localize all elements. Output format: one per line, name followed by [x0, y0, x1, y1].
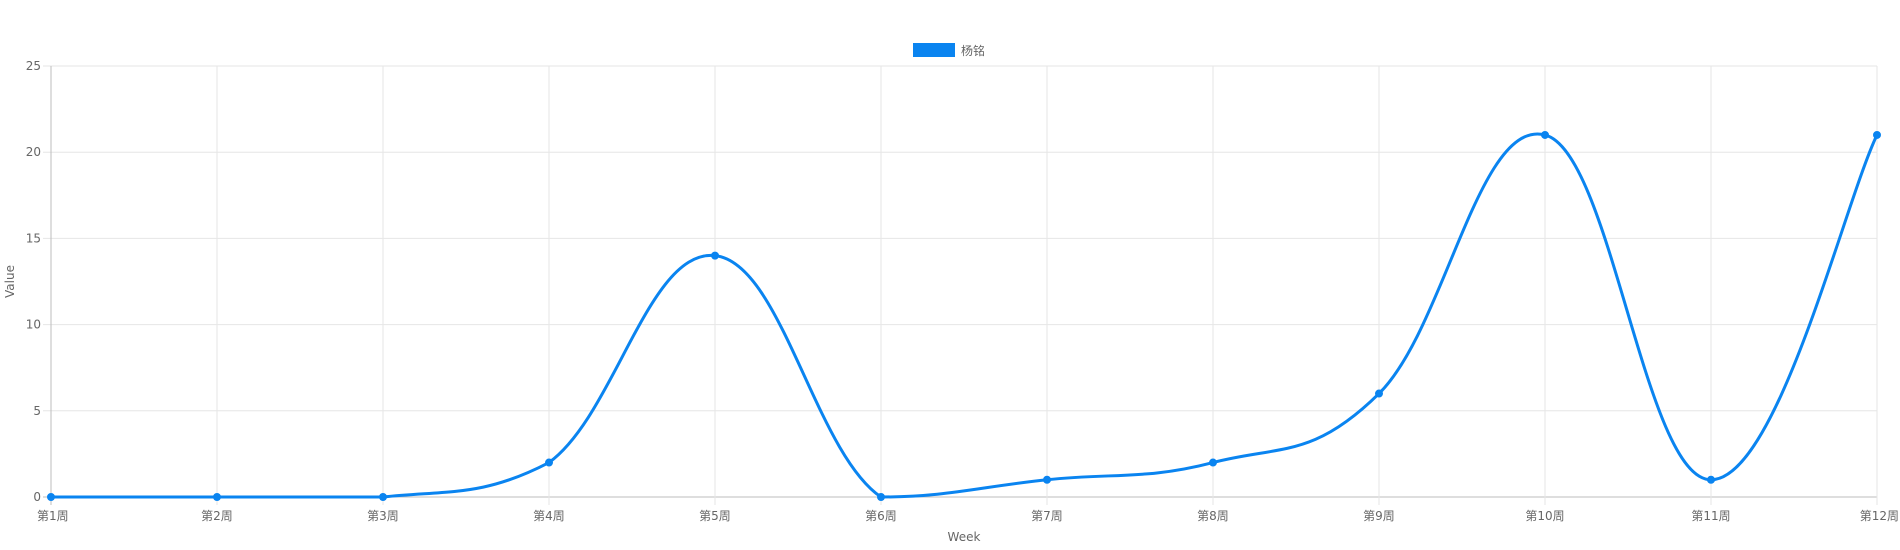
y-tick-label: 0	[33, 490, 41, 504]
x-tick-label: 第2周	[201, 509, 233, 523]
x-tick-label: 第10周	[1525, 509, 1564, 523]
data-point[interactable]	[1375, 389, 1383, 398]
x-tick-label: 第5周	[699, 509, 731, 523]
data-point[interactable]	[545, 458, 553, 467]
legend-label[interactable]: 杨铭	[961, 43, 985, 58]
x-axis-title: Week	[948, 530, 981, 544]
data-point[interactable]	[877, 493, 885, 501]
x-tick-label: 第11周	[1691, 509, 1730, 523]
y-axis-title: Value	[3, 265, 17, 298]
data-point[interactable]	[1541, 130, 1549, 139]
grid-lines	[43, 65, 1878, 505]
data-point[interactable]	[379, 493, 387, 501]
series-line	[49, 132, 1879, 499]
data-point[interactable]	[1209, 458, 1217, 467]
data-point[interactable]	[47, 493, 55, 501]
x-tick-label: 第9周	[1363, 509, 1395, 523]
x-tick-label: 第6周	[865, 509, 897, 523]
series	[47, 130, 1881, 501]
x-tick-label: 第12周	[1860, 509, 1899, 523]
y-tick-label: 15	[26, 231, 41, 245]
y-tick-label: 5	[33, 404, 41, 418]
y-tick-label: 25	[26, 59, 41, 73]
x-tick-label: 第7周	[1031, 509, 1063, 523]
data-point[interactable]	[1707, 475, 1715, 484]
legend-swatch[interactable]	[913, 43, 955, 57]
x-tick-label: 第4周	[533, 509, 565, 523]
axes: 0 5 10 15 20 25 第1周 第2周 第3周 第4周 第5周 第6周 第7周 第8周 第9周 第10…	[26, 59, 1899, 523]
y-tick-label: 10	[26, 318, 41, 332]
x-tick-label: 第1周	[37, 509, 69, 523]
x-tick-label: 第8周	[1197, 509, 1229, 523]
data-point[interactable]	[1043, 475, 1051, 484]
y-tick-label: 20	[26, 145, 41, 159]
data-point[interactable]	[213, 493, 221, 501]
legend[interactable]: 杨铭	[913, 43, 985, 58]
data-point[interactable]	[1873, 130, 1881, 139]
x-tick-label: 第3周	[367, 509, 399, 523]
data-point[interactable]	[711, 251, 719, 260]
